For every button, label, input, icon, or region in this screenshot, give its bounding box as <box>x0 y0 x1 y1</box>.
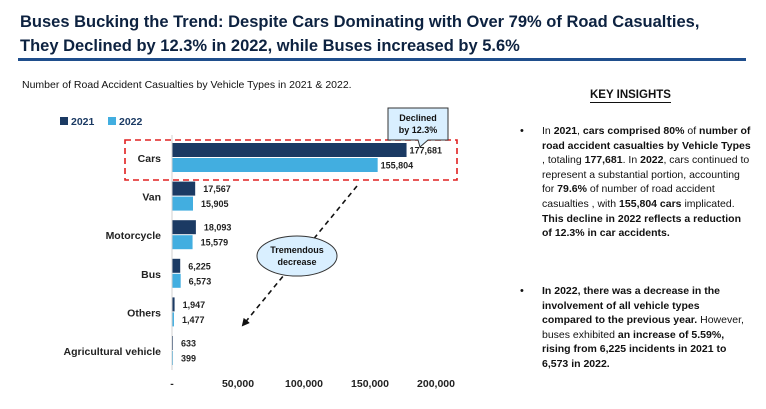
insight-item-1: • In 2021, cars comprised 80% of number … <box>520 124 752 241</box>
title-line-2: They Declined by 12.3% in 2022, while Bu… <box>20 37 520 55</box>
value-label: 1,947 <box>183 300 206 310</box>
value-label: 15,579 <box>201 238 229 248</box>
value-label: 6,573 <box>189 276 212 286</box>
key-insights-title: KEY INSIGHTS <box>590 89 671 103</box>
insight-text: , totaling <box>542 154 585 167</box>
bar-cars-2021 <box>172 143 407 157</box>
legend-label-2021: 2021 <box>71 116 95 128</box>
cars-highlight-box <box>124 139 458 181</box>
category-label: Agricultural vehicle <box>64 346 162 358</box>
x-tick-label: - <box>170 378 174 390</box>
value-label: 155,804 <box>381 161 414 171</box>
value-labels: 177,681 155,804 17,567 15,905 18,093 15,579 6,… <box>181 146 442 364</box>
bar-bus-2022 <box>172 273 181 288</box>
insight-text: , cars continued to represent a substant… <box>542 154 750 196</box>
insight-bold: number of road accident casualties by Ve… <box>542 125 751 152</box>
value-label: 399 <box>181 354 196 364</box>
value-label: 633 <box>181 339 196 349</box>
insight-bold: 155,804 cars <box>619 197 682 210</box>
bar-motorcycle-2022 <box>172 235 193 250</box>
insight-text: . In <box>622 154 641 167</box>
bullet-icon: • <box>520 285 524 297</box>
bar-van-2021 <box>172 181 196 196</box>
bullet-icon: • <box>520 125 524 137</box>
insight-bold: This decline in 2022 reflects a reductio… <box>542 212 741 240</box>
insight-bold: 2021 <box>553 125 578 137</box>
title-line-1: Buses Bucking the Trend: Despite Cars Do… <box>20 13 700 31</box>
category-label: Motorcycle <box>106 230 162 242</box>
bubble-text-line-1: Tremendous <box>270 245 324 255</box>
category-label: Cars <box>138 153 162 165</box>
insight-item-2: • In 2022, there was a decrease in the i… <box>520 284 752 372</box>
insight-bold: an increase of 5.59%, rising from 6,225 … <box>542 328 727 370</box>
bar-others-2021 <box>172 297 175 312</box>
callout-box <box>387 107 449 148</box>
insight-bold: cars comprised 80% <box>582 125 685 137</box>
page-title: Buses Bucking the Trend: Despite Cars Do… <box>20 10 750 58</box>
value-label: 6,225 <box>188 261 211 271</box>
value-label: 18,093 <box>204 223 232 233</box>
x-tick-label: 150,000 <box>351 378 389 390</box>
bubble-text-line-2: decrease <box>277 257 316 267</box>
title-divider <box>18 58 746 61</box>
x-tick-label: 50,000 <box>222 378 254 390</box>
insight-text: implicated. <box>681 197 735 210</box>
category-label: Van <box>142 192 161 204</box>
category-labels: Cars Van Motorcycle Bus Others Agricultural v… <box>64 153 162 358</box>
insight-text: , <box>577 125 583 137</box>
callout-text-line-1: Declined <box>399 113 437 123</box>
chart-subtitle: Number of Road Accident Casualties by Ve… <box>22 79 352 91</box>
insight-text: of <box>684 125 700 137</box>
legend-swatch-2021 <box>60 117 68 125</box>
bar-van-2022 <box>172 196 193 211</box>
bars-group <box>172 143 407 365</box>
insight-bold: 79.6% <box>557 183 587 196</box>
insight-text: of number of road accident casualties , … <box>542 183 715 210</box>
decrease-arrow <box>241 185 358 327</box>
value-label: 15,905 <box>201 199 229 209</box>
bar-others-2022 <box>172 312 174 327</box>
insight-text: However, buses exhibited <box>542 314 744 341</box>
value-label: 177,681 <box>410 146 443 156</box>
value-label: 17,567 <box>203 184 231 194</box>
value-label: 1,477 <box>182 315 205 325</box>
bubble-ellipse <box>256 235 338 277</box>
insight-bold: 177,681 <box>584 154 623 167</box>
insight-bold: 2022 <box>640 154 664 167</box>
bar-bus-2021 <box>172 258 181 273</box>
bar-cars-2022 <box>172 158 378 172</box>
x-tick-label: 200,000 <box>417 378 455 390</box>
insight-bold: In 2022, there was a decrease in the inv… <box>542 285 721 327</box>
category-label: Others <box>127 307 161 319</box>
callout-text-line-2: by 12.3% <box>399 125 438 135</box>
annotations: Declined by 12.3% Tremendous decrease <box>124 107 458 327</box>
bar-motorcycle-2021 <box>172 220 196 235</box>
insight-text: In <box>542 125 554 137</box>
legend-swatch-2022 <box>108 117 116 125</box>
legend-label-2022: 2022 <box>119 116 143 128</box>
x-tick-label: 100,000 <box>285 378 323 390</box>
x-axis: - 50,000 100,000 150,000 200,000 <box>170 135 455 390</box>
chart-legend: 2021 2022 <box>60 116 143 128</box>
category-label: Bus <box>141 269 161 281</box>
